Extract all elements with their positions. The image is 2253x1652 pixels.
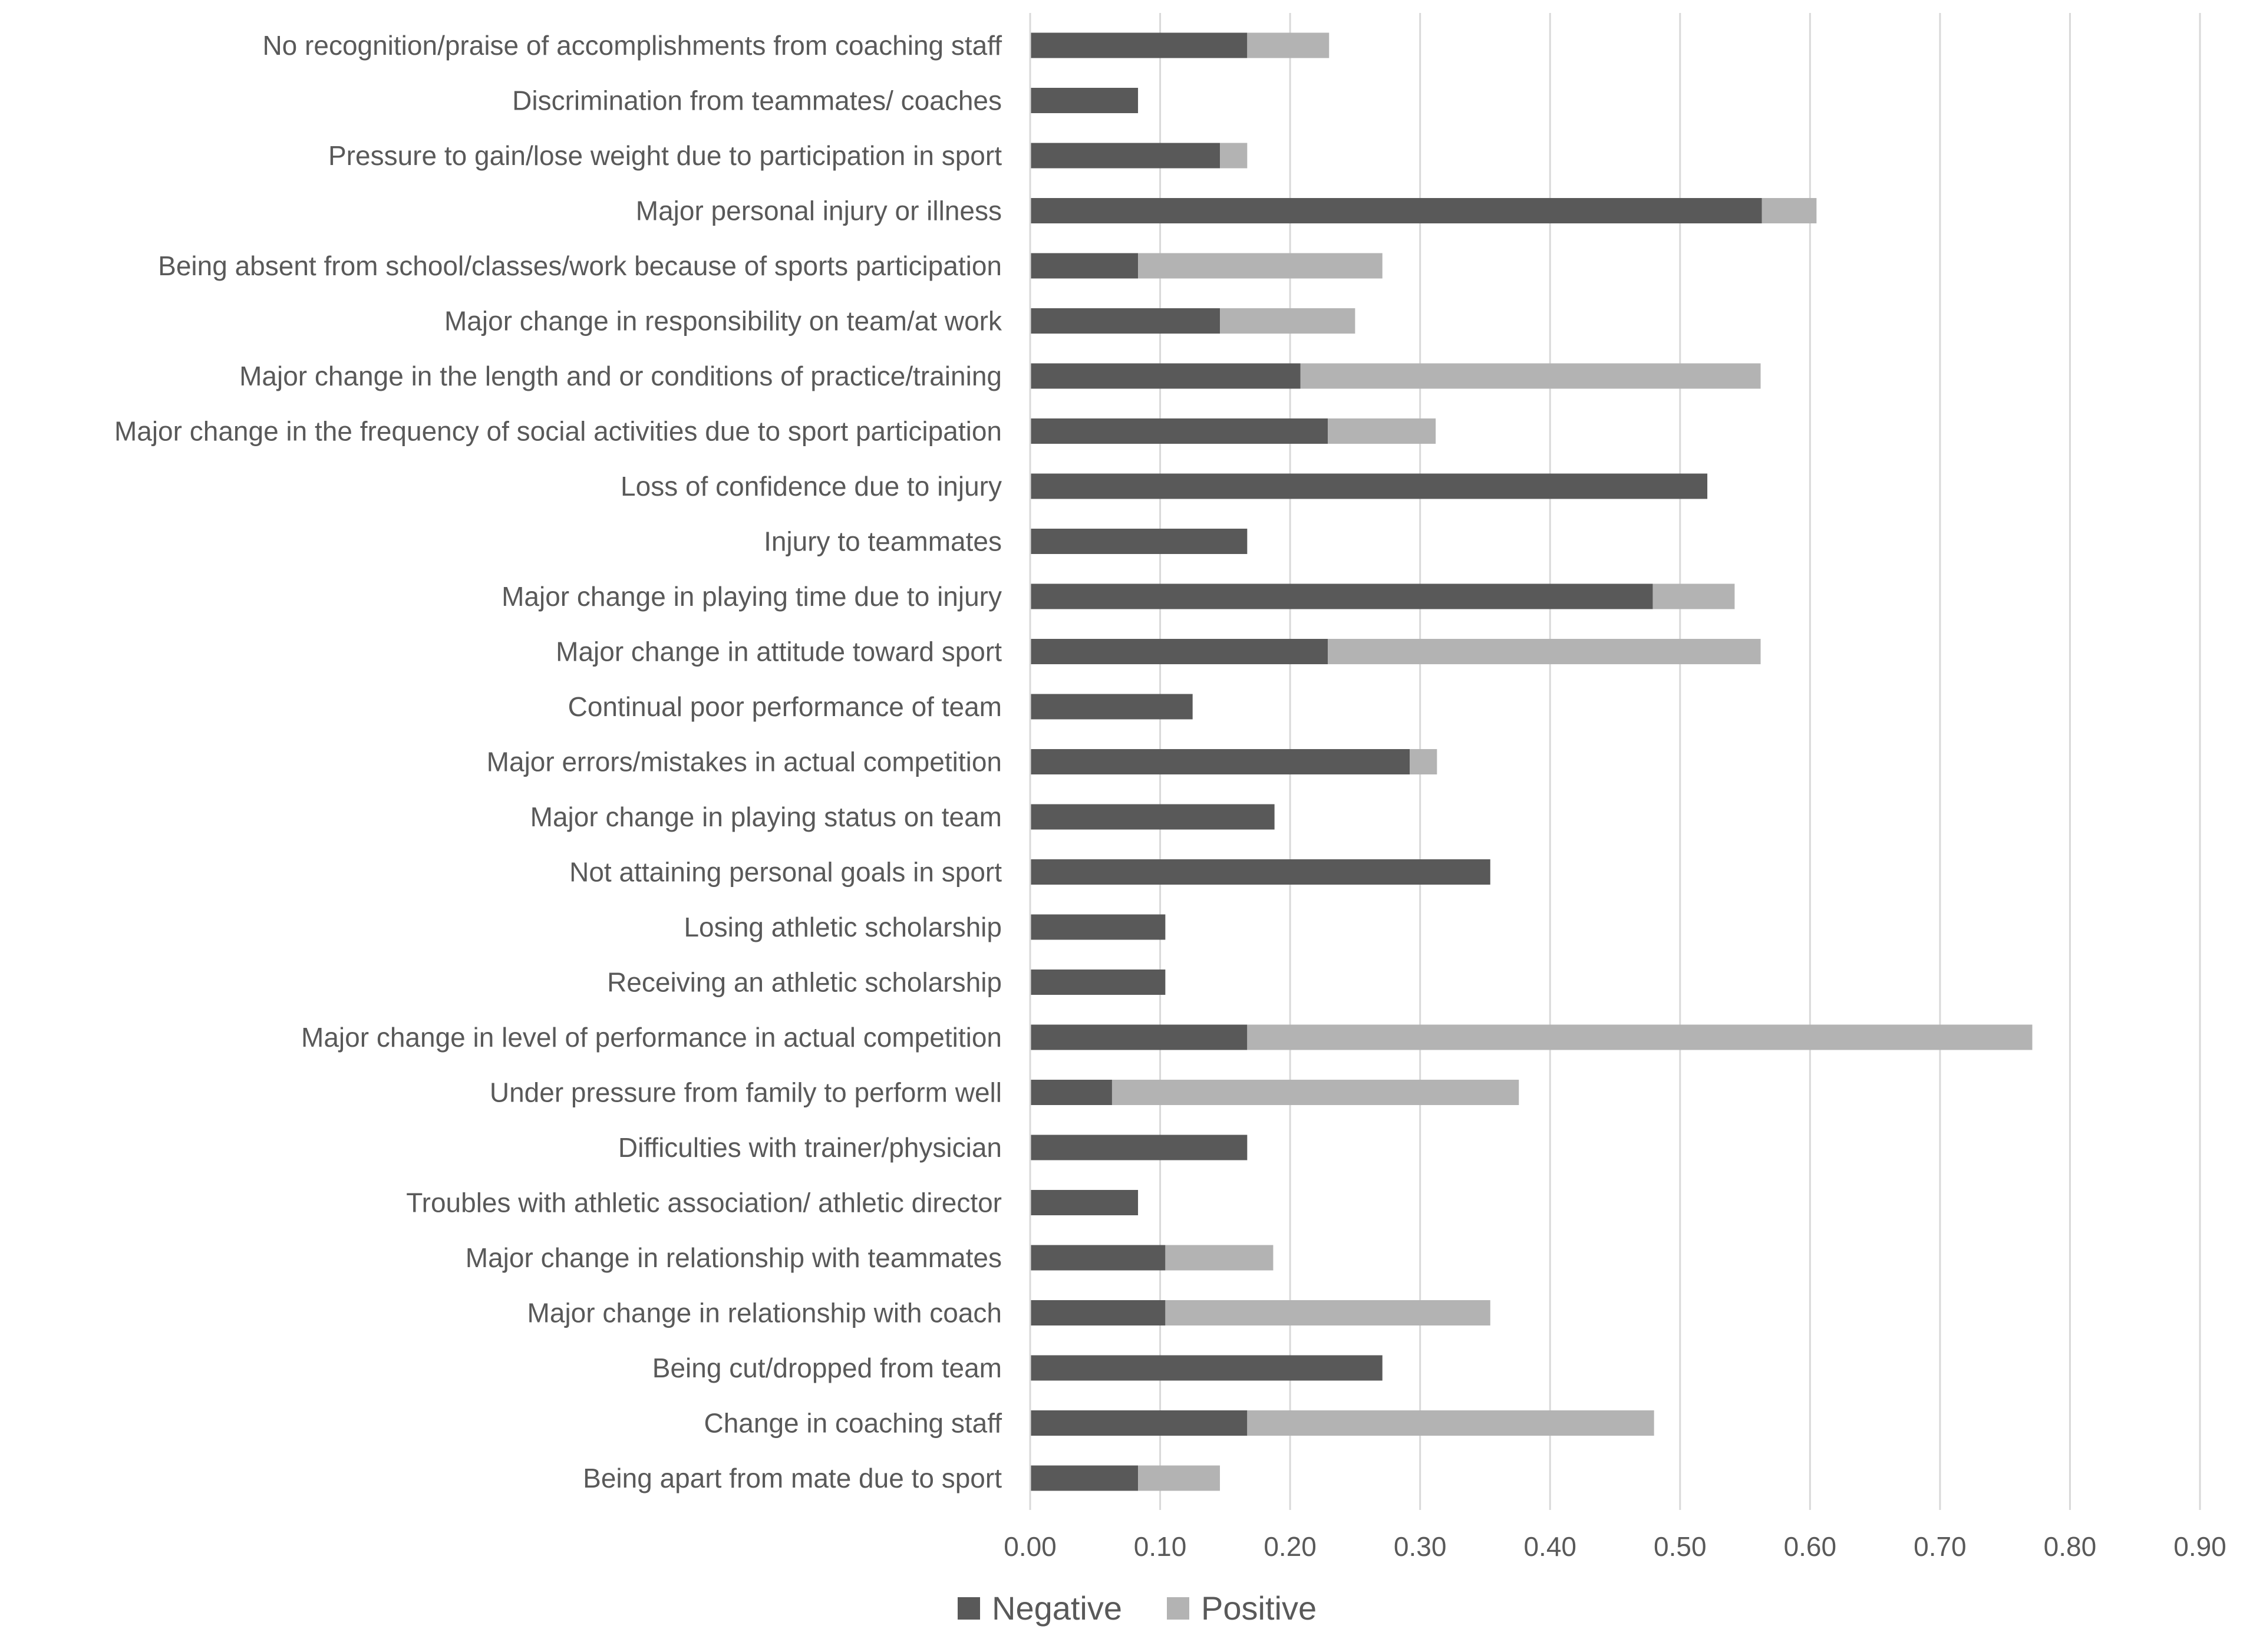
legend-swatch-positive <box>1167 1597 1189 1620</box>
bar-negative-2 <box>1030 143 1220 169</box>
category-label-13: Major errors/mistakes in actual competit… <box>487 747 1002 777</box>
category-label-23: Major change in relationship with coach <box>527 1298 1002 1328</box>
bar-positive-18 <box>1247 1024 2033 1050</box>
category-label-17: Receiving an athletic scholarship <box>607 967 1002 998</box>
x-tick-label-4: 0.40 <box>1523 1531 1576 1562</box>
legend-label-positive: Positive <box>1201 1590 1317 1627</box>
bar-positive-13 <box>1410 749 1437 774</box>
category-label-4: Being absent from school/classes/work be… <box>158 250 1002 281</box>
category-label-11: Major change in attitude toward sport <box>556 637 1002 667</box>
bar-negative-13 <box>1030 749 1410 774</box>
category-label-22: Major change in relationship with teamma… <box>466 1242 1002 1273</box>
bar-negative-6 <box>1030 363 1301 389</box>
bar-negative-25 <box>1030 1410 1248 1436</box>
bar-positive-3 <box>1762 198 1817 223</box>
x-tick-label-1: 0.10 <box>1134 1531 1187 1562</box>
bar-negative-20 <box>1030 1135 1248 1160</box>
bar-negative-7 <box>1030 418 1328 444</box>
bar-negative-21 <box>1030 1190 1139 1215</box>
x-tick-label-0: 0.00 <box>1004 1531 1057 1562</box>
bar-negative-15 <box>1030 859 1490 885</box>
x-axis: 0.00 0.10 0.20 0.30 0.40 0.50 0.60 0.70 0.80 0.90 <box>1004 13 2226 1562</box>
category-label-1: Discrimination from teammates/ coaches <box>512 85 1002 116</box>
category-label-26: Being apart from mate due to sport <box>583 1463 1002 1493</box>
category-label-25: Change in coaching staff <box>704 1408 1002 1439</box>
bar-positive-2 <box>1220 143 1248 169</box>
x-tick-label-2: 0.20 <box>1264 1531 1317 1562</box>
bar-positive-23 <box>1165 1300 1490 1325</box>
category-label-12: Continual poor performance of team <box>568 691 1002 722</box>
category-label-21: Troubles with athletic association/ athl… <box>406 1188 1002 1218</box>
bar-negative-22 <box>1030 1245 1166 1271</box>
bar-negative-8 <box>1030 473 1708 499</box>
bar-positive-11 <box>1328 639 1761 664</box>
bar-negative-17 <box>1030 970 1166 995</box>
bar-negative-14 <box>1030 804 1275 830</box>
legend-swatch-negative <box>958 1597 980 1620</box>
bar-positive-10 <box>1652 583 1735 609</box>
bar-positive-22 <box>1165 1245 1274 1271</box>
bar-negative-9 <box>1030 529 1248 554</box>
bar-positive-5 <box>1220 308 1355 334</box>
category-label-0: No recognition/praise of accomplishments… <box>262 30 1002 61</box>
category-label-10: Major change in playing time due to inju… <box>502 581 1002 612</box>
bar-positive-4 <box>1138 253 1383 279</box>
bar-negative-11 <box>1030 639 1328 664</box>
bar-positive-6 <box>1300 363 1761 389</box>
x-tick-label-9: 0.90 <box>2173 1531 2226 1562</box>
bar-negative-1 <box>1030 88 1139 113</box>
bar-negative-0 <box>1030 32 1248 58</box>
bar-positive-19 <box>1111 1080 1519 1105</box>
bar-negative-12 <box>1030 694 1193 720</box>
bar-positive-7 <box>1328 418 1436 444</box>
category-label-20: Difficulties with trainer/physician <box>618 1132 1002 1163</box>
category-label-19: Under pressure from family to perform we… <box>490 1077 1002 1108</box>
legend: Negative Positive <box>958 1590 1317 1627</box>
category-label-2: Pressure to gain/lose weight due to part… <box>328 140 1002 171</box>
bar-negative-23 <box>1030 1300 1166 1325</box>
x-tick-label-8: 0.80 <box>2044 1531 2097 1562</box>
category-label-7: Major change in the frequency of social … <box>114 416 1002 447</box>
category-label-18: Major change in level of performance in … <box>301 1022 1002 1053</box>
category-labels: No recognition/praise of accomplishments… <box>114 30 1002 1493</box>
category-label-5: Major change in responsibility on team/a… <box>444 306 1002 337</box>
category-label-3: Major personal injury or illness <box>636 196 1002 226</box>
bar-negative-26 <box>1030 1465 1139 1491</box>
bar-positive-0 <box>1247 32 1330 58</box>
x-tick-label-5: 0.50 <box>1654 1531 1707 1562</box>
bars <box>1030 32 2033 1491</box>
category-label-15: Not attaining personal goals in sport <box>569 857 1002 888</box>
bar-negative-10 <box>1030 583 1653 609</box>
bar-positive-25 <box>1247 1410 1654 1436</box>
category-label-6: Major change in the length and or condit… <box>239 361 1002 391</box>
bar-negative-24 <box>1030 1355 1383 1381</box>
bar-negative-4 <box>1030 253 1139 279</box>
x-tick-label-7: 0.70 <box>1914 1531 1967 1562</box>
bar-negative-16 <box>1030 914 1166 940</box>
bar-negative-18 <box>1030 1024 1248 1050</box>
category-label-16: Losing athletic scholarship <box>684 912 1002 942</box>
bar-negative-5 <box>1030 308 1220 334</box>
x-tick-label-6: 0.60 <box>1784 1531 1837 1562</box>
bar-negative-19 <box>1030 1080 1112 1105</box>
category-label-8: Loss of confidence due to injury <box>621 471 1002 502</box>
category-label-14: Major change in playing status on team <box>530 802 1002 832</box>
x-tick-label-3: 0.30 <box>1394 1531 1447 1562</box>
bar-positive-26 <box>1138 1465 1220 1491</box>
category-label-24: Being cut/dropped from team <box>652 1353 1002 1383</box>
category-label-9: Injury to teammates <box>764 526 1002 557</box>
bar-negative-3 <box>1030 198 1762 223</box>
legend-label-negative: Negative <box>992 1590 1122 1627</box>
